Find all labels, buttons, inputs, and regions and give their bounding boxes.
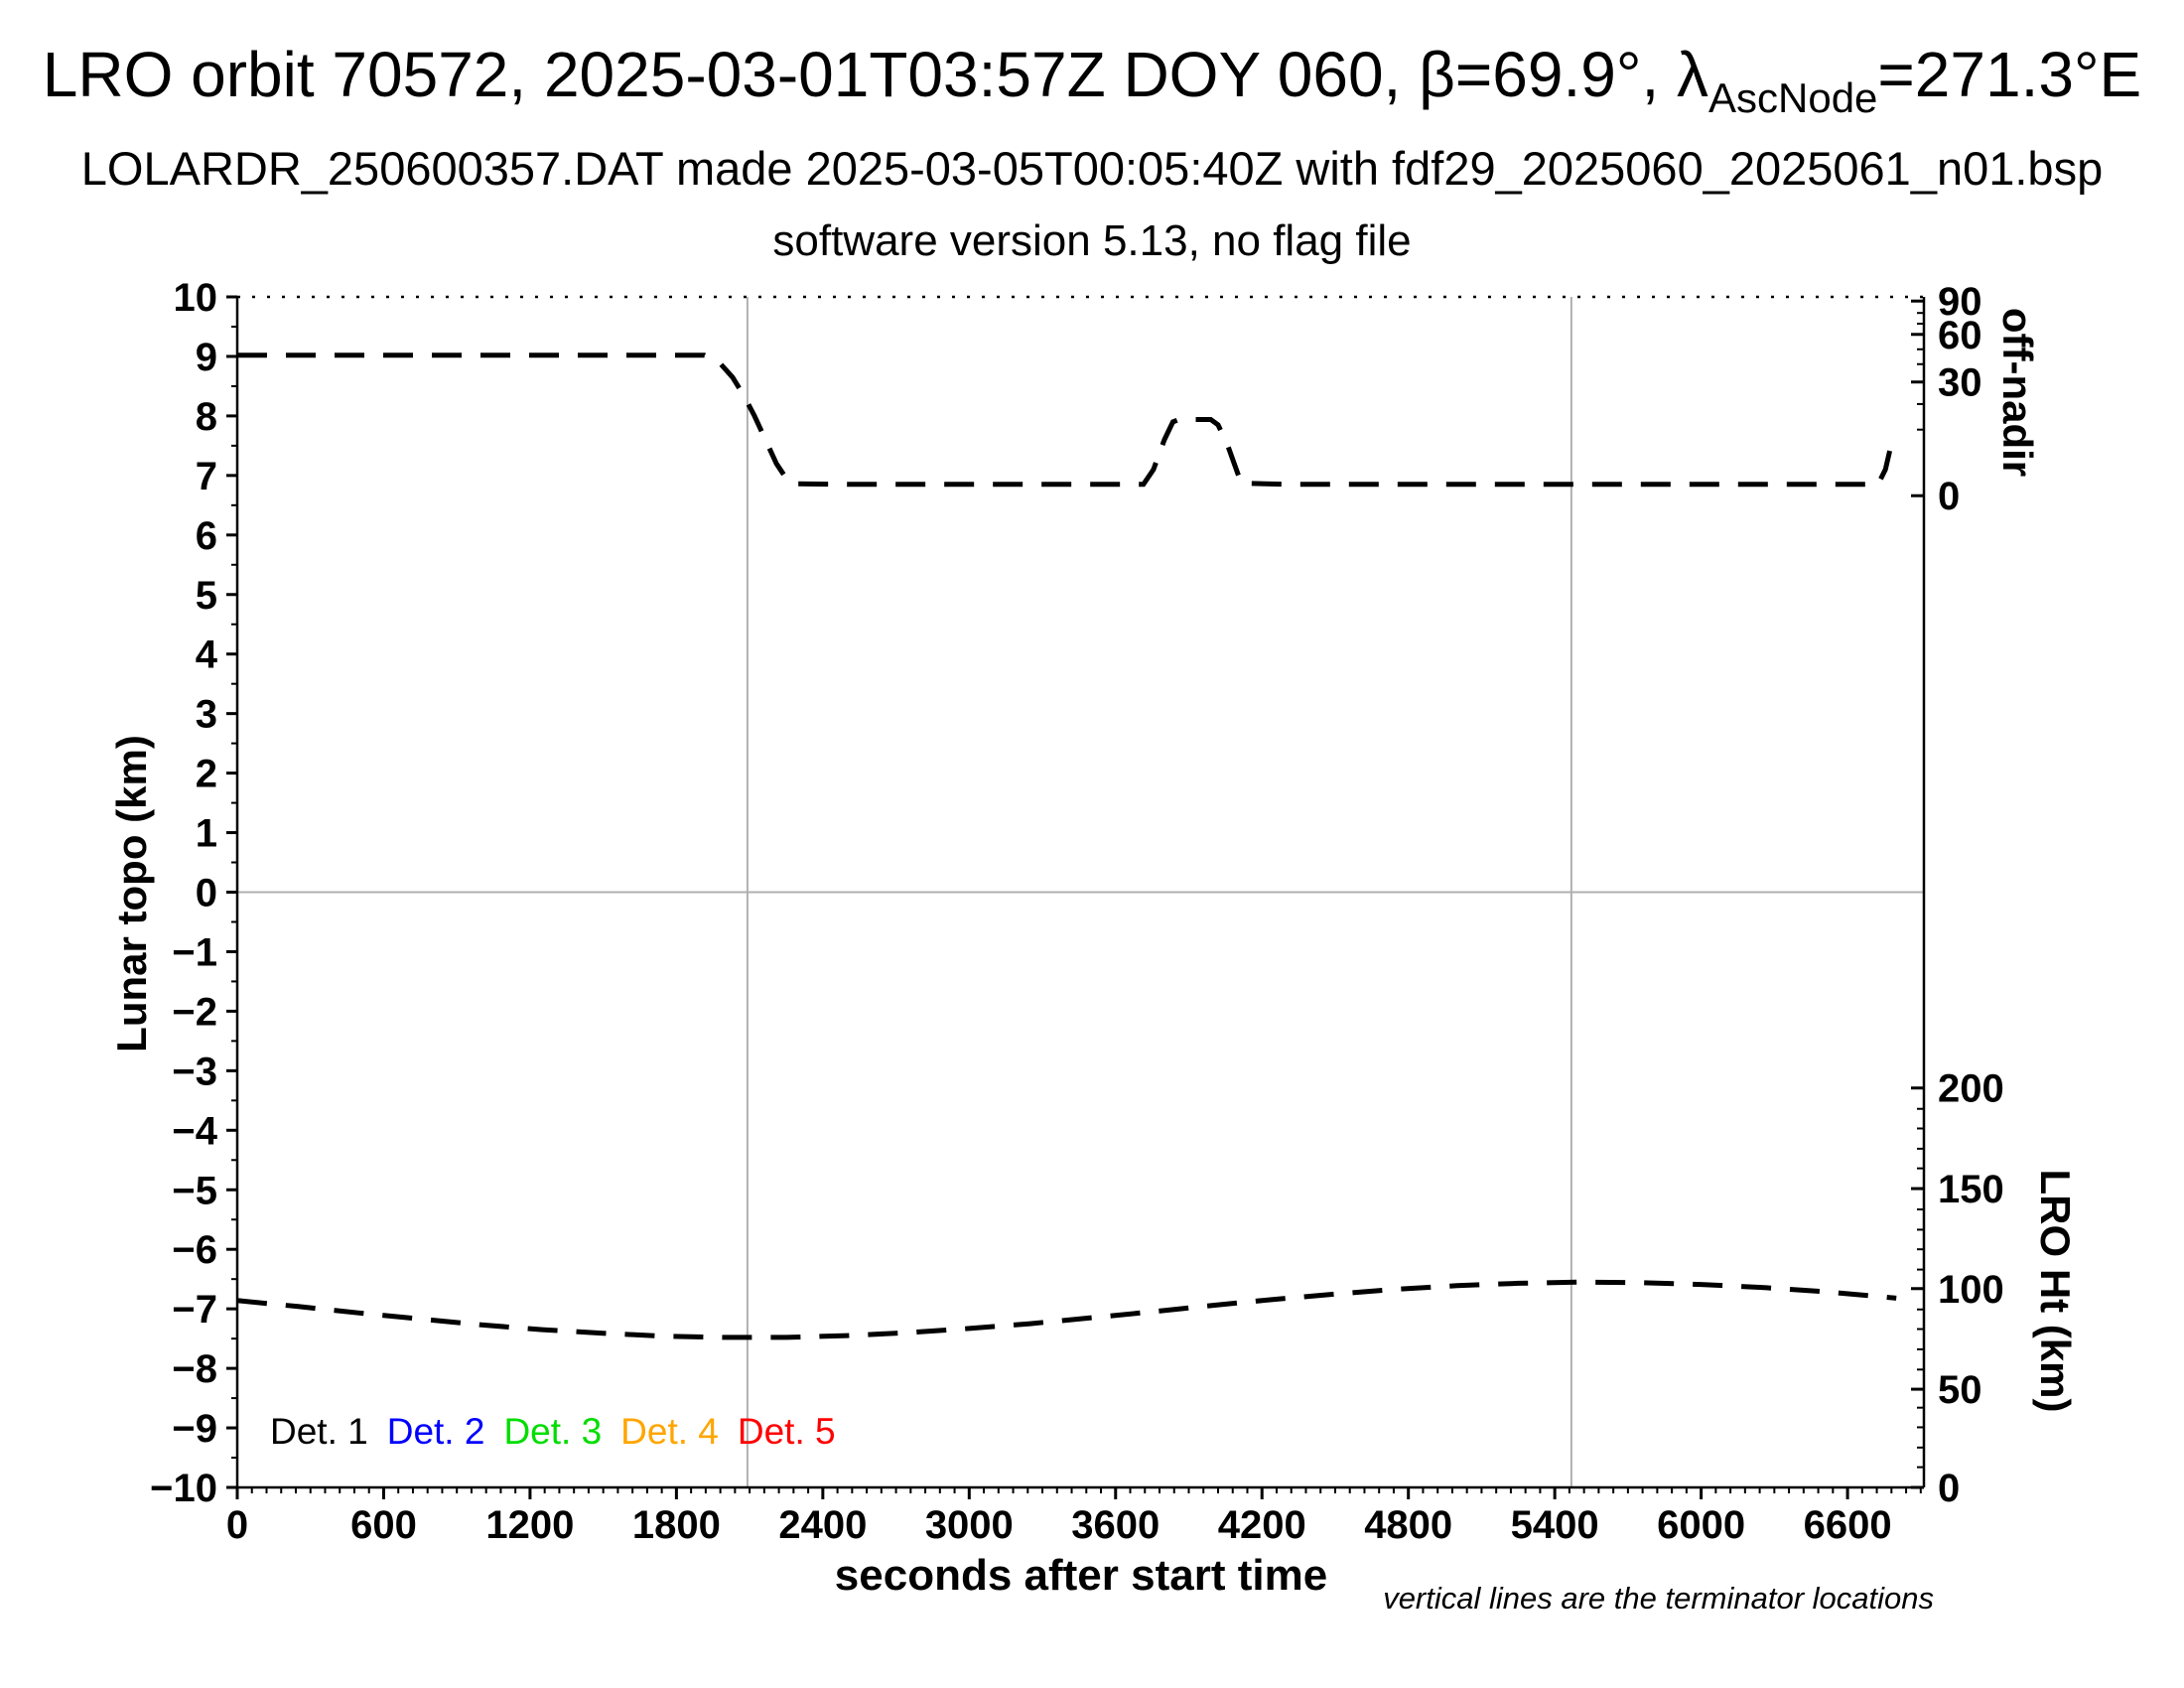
tick-label-left: 0 [196, 872, 217, 915]
tick-label-left: 7 [196, 455, 217, 498]
tick-label-left: −6 [172, 1228, 217, 1272]
tick-label-left: −9 [172, 1407, 217, 1451]
chart-title-subscript: AscNode [1708, 74, 1878, 121]
tick-label-right: 100 [1938, 1268, 2004, 1312]
tick-label-bottom: 4200 [1218, 1503, 1306, 1547]
bottom-axis-ticks: 0 600 1200 1800 2400 3000 3600 4200 4800 5400 6000… [226, 1487, 1922, 1547]
tick-label-left: −2 [172, 990, 217, 1034]
legend-item: Det. 2 [386, 1411, 485, 1452]
lro-ht-axis-ticks: 0 50 100 150 200 [1911, 1067, 2004, 1510]
tick-label-left: −1 [172, 930, 217, 974]
tick-label-left: 6 [196, 514, 217, 558]
tick-label-left: −4 [172, 1109, 217, 1153]
tick-label-left: 4 [196, 633, 218, 677]
tick-label-right: 60 [1938, 314, 1982, 357]
tick-label-right: 50 [1938, 1368, 1982, 1412]
legend-item: Det. 4 [620, 1411, 719, 1452]
chart-title: LRO orbit 70572, 2025-03-01T03:57Z DOY 0… [0, 38, 2184, 122]
tick-label-left: −8 [172, 1347, 217, 1391]
legend: Det. 1 Det. 2 Det. 3 Det. 4 Det. 5 [270, 1411, 836, 1453]
tick-label-bottom: 2400 [778, 1503, 867, 1547]
tick-label-left: −5 [172, 1169, 217, 1212]
y-axis-label-off-nadir: off-nadir [1994, 307, 2041, 478]
tick-label-bottom: 600 [350, 1503, 417, 1547]
tick-label-left: −10 [150, 1467, 217, 1510]
tick-label-bottom: 4800 [1364, 1503, 1452, 1547]
legend-item: Det. 5 [737, 1411, 836, 1452]
chart-subtitle-version: software version 5.13, no flag file [772, 216, 1412, 265]
curve-off-nadir-angle [237, 352, 1897, 488]
tick-label-bottom: 3000 [925, 1503, 1014, 1547]
tick-label-bottom: 1200 [485, 1503, 574, 1547]
tick-label-bottom: 0 [226, 1503, 248, 1547]
tick-label-bottom: 5400 [1511, 1503, 1599, 1547]
tick-label-right: 30 [1938, 361, 1982, 405]
tick-label-left: 8 [196, 395, 217, 439]
tick-label-bottom: 6000 [1657, 1503, 1745, 1547]
curve-LRO-height [236, 1279, 1897, 1340]
tick-label-bottom: 6600 [1804, 1503, 1892, 1547]
tick-label-left: −7 [172, 1288, 217, 1332]
tick-label-left: 5 [196, 574, 217, 618]
tick-label-left: 10 [174, 276, 218, 320]
reference-lines [237, 297, 1924, 1487]
data-curves [236, 352, 1897, 1340]
tick-label-right: 150 [1938, 1168, 2004, 1211]
legend-item: Det. 1 [270, 1411, 368, 1452]
y-axis-label-lro-ht: LRO Ht (km) [2032, 1169, 2079, 1413]
tick-label-left: 3 [196, 693, 217, 737]
x-axis-label: seconds after start time [834, 1551, 1328, 1600]
legend-item: Det. 3 [503, 1411, 603, 1452]
tick-label-right: 200 [1938, 1067, 2004, 1111]
y-axis-label-lunar-topo: Lunar topo (km) [108, 735, 155, 1053]
tick-label-bottom: 3600 [1071, 1503, 1160, 1547]
chart-subtitle-file: LOLARDR_250600357.DAT made 2025-03-05T00… [80, 142, 2104, 195]
chart-title-main: LRO orbit 70572, 2025-03-01T03:57Z DOY 0… [42, 39, 1708, 110]
tick-label-left: −3 [172, 1050, 217, 1093]
tick-label-right: 0 [1938, 475, 1960, 518]
tick-label-left: 9 [196, 336, 217, 379]
tick-label-left: 1 [196, 812, 217, 856]
chart-title-suffix: =271.3°E [1877, 39, 2142, 110]
tick-label-right: 0 [1938, 1467, 1960, 1510]
tick-label-left: 2 [196, 753, 217, 796]
tick-label-bottom: 1800 [632, 1503, 721, 1547]
tick-label-right: 90 [1938, 280, 1982, 324]
terminator-note: vertical lines are the terminator locati… [1383, 1581, 1934, 1616]
